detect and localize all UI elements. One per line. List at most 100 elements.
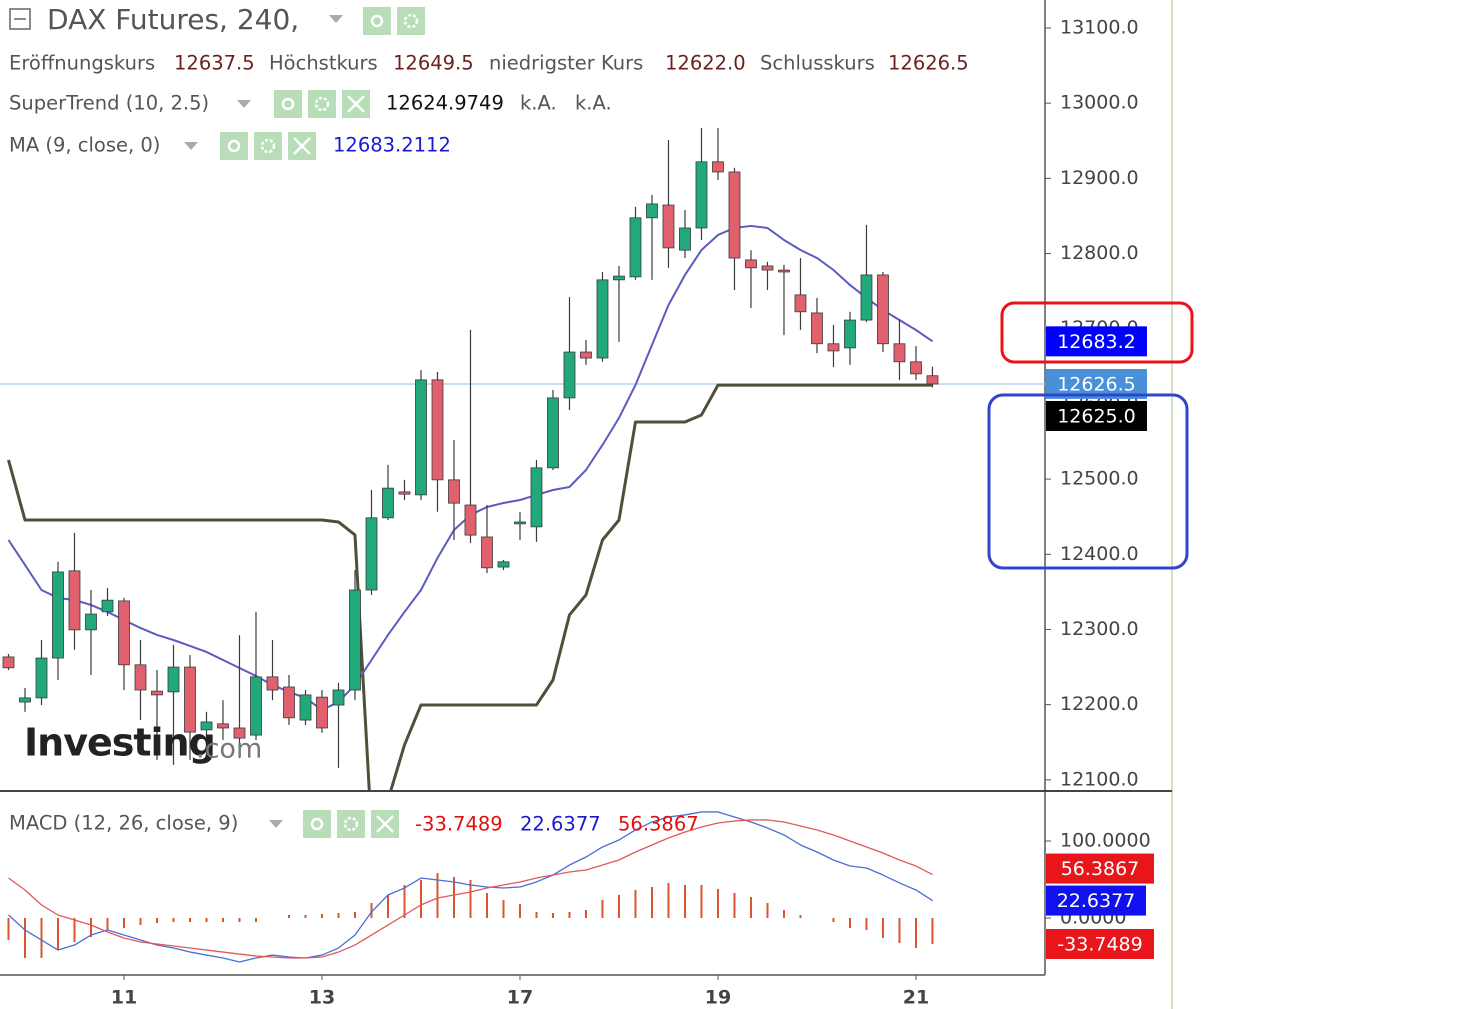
indicator-value: 12624.9749	[386, 92, 504, 115]
price-badge	[1046, 853, 1154, 884]
candle-body	[448, 479, 460, 504]
price-pane	[0, 127, 1045, 790]
candle-body	[596, 279, 609, 359]
dropdown-arrow[interactable]	[237, 100, 251, 108]
candle-body	[563, 351, 576, 399]
candle-body	[85, 613, 97, 631]
price-badge-label: 12625.0	[1057, 405, 1136, 427]
candle-body	[167, 666, 180, 693]
eye-icon	[227, 139, 241, 153]
eye-icon	[281, 97, 295, 111]
indicator-value: 56.3867	[618, 813, 699, 836]
price-badge	[1046, 928, 1154, 959]
candle-body	[151, 690, 163, 696]
candle-body	[266, 676, 279, 691]
candle-body	[695, 161, 708, 229]
indicator-name: MA (9, close, 0)	[9, 134, 160, 157]
candle-body	[910, 361, 922, 375]
candle-body	[547, 397, 559, 469]
candle-body	[200, 721, 213, 731]
x-tick-label: 19	[705, 987, 731, 1009]
y-tick-label: 12300.0	[1060, 618, 1139, 640]
indicator-value: 22.6377	[520, 813, 601, 836]
candle-body	[811, 312, 823, 345]
visibility-button[interactable]	[303, 810, 331, 838]
y-tick-label: 12900.0	[1060, 167, 1139, 189]
candle-body	[827, 343, 840, 352]
candle-body	[2, 656, 15, 669]
visibility-button[interactable]	[363, 7, 391, 35]
price-badge-label: 12683.2	[1057, 331, 1136, 353]
candle-body	[431, 379, 444, 481]
candle-body	[283, 686, 295, 719]
supertrend-line	[7, 383, 933, 790]
candle-body	[415, 379, 427, 496]
price-badge-label: 12626.5	[1057, 373, 1136, 395]
gear-icon	[403, 13, 419, 29]
candle-body	[860, 274, 873, 321]
candle-body	[349, 589, 361, 691]
candle-body	[250, 676, 262, 736]
ohlc-label: Schlusskurs	[760, 52, 875, 75]
candle-body	[662, 204, 675, 249]
candle-body	[35, 657, 48, 699]
candle-body	[365, 517, 378, 591]
candle-body	[629, 217, 642, 278]
candle-body	[712, 161, 724, 173]
y-tick-label: 12500.0	[1060, 468, 1139, 490]
price-badge-label: 56.3867	[1061, 858, 1140, 880]
close-icon	[347, 95, 365, 113]
candle-body	[316, 696, 328, 729]
macd-pane	[7, 811, 934, 963]
visibility-button[interactable]	[274, 90, 302, 118]
price-badge	[1046, 885, 1146, 916]
indicator-status: k.A.	[575, 92, 612, 115]
candle-body	[778, 269, 790, 273]
candle-body	[101, 599, 114, 613]
price-badge	[1046, 400, 1147, 431]
y-tick-label: 12800.0	[1060, 242, 1139, 264]
macd-line	[8, 811, 933, 963]
settings-button[interactable]	[308, 90, 336, 118]
x-tick-label: 21	[903, 987, 929, 1009]
price-badges: 12683.2 12626.5 12625.0 56.3867 22.6377 -33.7…	[1046, 326, 1154, 959]
watermark: Investing	[24, 721, 215, 765]
x-tick-label: 11	[111, 987, 137, 1009]
indicator-value: -33.7489	[415, 813, 503, 836]
macd-line	[8, 819, 933, 959]
y-tick-label: 13100.0	[1060, 16, 1139, 38]
dropdown-arrow[interactable]	[329, 15, 343, 23]
candle-body	[332, 689, 345, 706]
eye-icon	[310, 817, 324, 831]
settings-button[interactable]	[254, 132, 282, 160]
y-tick-label: 12200.0	[1060, 693, 1139, 715]
candle-body	[481, 536, 493, 569]
x-tick-label: 17	[507, 987, 533, 1009]
indicator-status: k.A.	[520, 92, 557, 115]
dropdown-arrow[interactable]	[269, 820, 283, 828]
highlight-box	[987, 393, 1189, 570]
settings-button[interactable]	[337, 810, 365, 838]
indicator-name: SuperTrend (10, 2.5)	[9, 92, 209, 115]
chart-title: DAX Futures, 240,	[47, 3, 299, 36]
price-badge	[1046, 326, 1147, 357]
candle-body	[926, 375, 939, 385]
candle-body	[68, 570, 81, 631]
candle-body	[613, 275, 625, 281]
candle-body	[184, 666, 196, 733]
x-tick-label: 13	[309, 987, 335, 1009]
visibility-button[interactable]	[220, 132, 248, 160]
close-icon	[376, 815, 394, 833]
ohlc-value: 12649.5	[393, 52, 474, 75]
ohlc-value: 12637.5	[174, 52, 255, 75]
candle-body	[745, 259, 757, 269]
ohlc-label: Höchstkurs	[269, 52, 378, 75]
candle-body	[52, 571, 64, 659]
collapse-button[interactable]	[9, 8, 31, 30]
settings-button[interactable]	[397, 7, 425, 35]
candle-body	[497, 561, 510, 568]
watermark-suffix: .com	[196, 734, 262, 765]
candle-body	[382, 487, 394, 519]
dropdown-arrow[interactable]	[184, 142, 198, 150]
